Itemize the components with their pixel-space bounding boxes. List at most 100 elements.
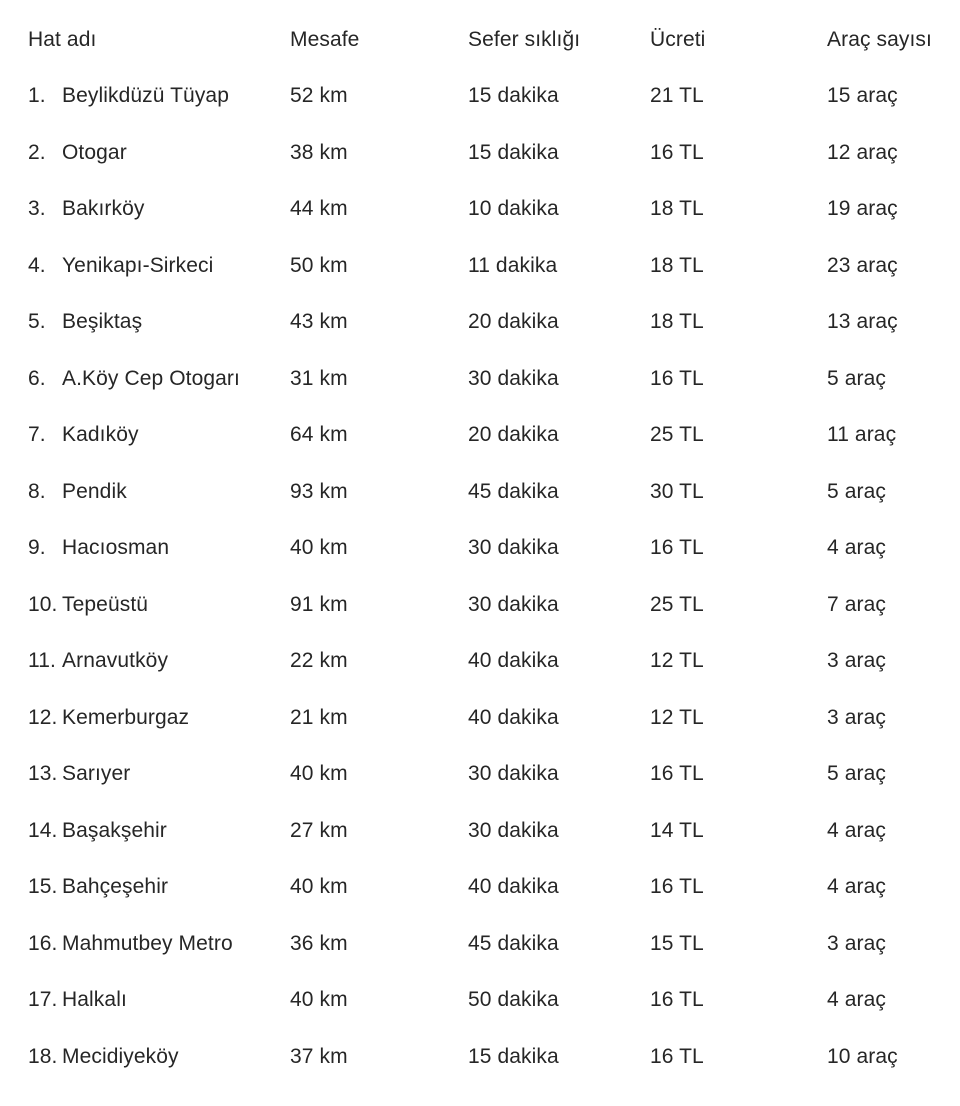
cell-line-name: 10. Tepeüstü xyxy=(28,594,290,615)
cell-vehicle-count: 5 araç xyxy=(827,479,886,503)
line-name: Kadıköy xyxy=(62,423,139,447)
cell-fare: 25 TL xyxy=(650,592,704,616)
row-number: 17. xyxy=(28,988,58,1012)
table-body: 1. Beylikdüzü Tüyap 52 km 15 dakika 21 TL… xyxy=(28,68,960,1085)
cell-line-name: 12. Kemerburgaz xyxy=(28,707,290,728)
table-row: 12. Kemerburgaz 21 km 40 dakika 12 TL 3 a… xyxy=(28,689,960,746)
column-header-line-name: Hat adı xyxy=(28,27,97,51)
cell-fare: 18 TL xyxy=(650,197,704,221)
cell-line-name: 9. Hacıosman xyxy=(28,537,290,558)
cell-distance: 91 km xyxy=(290,592,348,616)
cell-vehicle-count: 5 araç xyxy=(827,762,886,786)
cell-fare: 25 TL xyxy=(650,423,704,447)
column-header-frequency: Sefer sıklığı xyxy=(468,27,581,51)
cell-fare: 30 TL xyxy=(650,479,704,503)
line-name: Beşiktaş xyxy=(62,310,143,334)
table-header-row: Hat adı Mesafe Sefer sıklığı Ücreti Araç… xyxy=(28,11,960,68)
cell-fare: 12 TL xyxy=(650,705,704,729)
cell-line-name: 11. Arnavutköy xyxy=(28,650,290,671)
cell-vehicle-count: 19 araç xyxy=(827,197,898,221)
cell-line-name: 13. Sarıyer xyxy=(28,763,290,784)
row-number: 3. xyxy=(28,197,46,221)
cell-fare: 15 TL xyxy=(650,931,704,955)
cell-frequency: 30 dakika xyxy=(468,536,559,560)
cell-vehicle-count: 4 araç xyxy=(827,875,886,899)
cell-vehicle-count: 5 araç xyxy=(827,366,886,390)
cell-distance: 50 km xyxy=(290,253,348,277)
cell-frequency: 20 dakika xyxy=(468,310,559,334)
cell-distance: 93 km xyxy=(290,479,348,503)
table-row: 11. Arnavutköy 22 km 40 dakika 12 TL 3 ar… xyxy=(28,633,960,690)
row-number: 6. xyxy=(28,366,46,390)
row-number: 18. xyxy=(28,1044,58,1068)
cell-line-name: 14. Başakşehir xyxy=(28,820,290,841)
row-number: 16. xyxy=(28,931,58,955)
line-name: Tepeüstü xyxy=(62,592,149,616)
cell-distance: 64 km xyxy=(290,423,348,447)
line-name: Sarıyer xyxy=(62,762,131,786)
cell-vehicle-count: 13 araç xyxy=(827,310,898,334)
line-name: Pendik xyxy=(62,479,127,503)
line-name: Başakşehir xyxy=(62,818,167,842)
cell-fare: 18 TL xyxy=(650,253,704,277)
cell-fare: 21 TL xyxy=(650,84,704,108)
cell-vehicle-count: 3 araç xyxy=(827,705,886,729)
cell-line-name: 18. Mecidiyeköy xyxy=(28,1046,290,1067)
table-row: 16. Mahmutbey Metro 36 km 45 dakika 15 TL… xyxy=(28,915,960,972)
line-name: Arnavutköy xyxy=(62,649,169,673)
cell-line-name: 15. Bahçeşehir xyxy=(28,876,290,897)
row-number: 1. xyxy=(28,84,46,108)
table-row: 17. Halkalı 40 km 50 dakika 16 TL 4 araç xyxy=(28,972,960,1029)
cell-frequency: 30 dakika xyxy=(468,366,559,390)
table-row: 7. Kadıköy 64 km 20 dakika 25 TL 11 araç xyxy=(28,407,960,464)
cell-vehicle-count: 12 araç xyxy=(827,140,898,164)
cell-distance: 43 km xyxy=(290,310,348,334)
cell-vehicle-count: 3 araç xyxy=(827,931,886,955)
cell-vehicle-count: 15 araç xyxy=(827,84,898,108)
cell-vehicle-count: 4 araç xyxy=(827,818,886,842)
table-row: 5. Beşiktaş 43 km 20 dakika 18 TL 13 araç xyxy=(28,294,960,351)
cell-frequency: 15 dakika xyxy=(468,1044,559,1068)
row-number: 13. xyxy=(28,762,58,786)
cell-distance: 37 km xyxy=(290,1044,348,1068)
cell-frequency: 30 dakika xyxy=(468,818,559,842)
cell-distance: 40 km xyxy=(290,988,348,1012)
cell-frequency: 45 dakika xyxy=(468,479,559,503)
line-name: Otogar xyxy=(62,140,127,164)
row-number: 5. xyxy=(28,310,46,334)
line-name: A.Köy Cep Otogarı xyxy=(62,366,240,390)
table-row: 4. Yenikapı-Sirkeci 50 km 11 dakika 18 TL… xyxy=(28,237,960,294)
cell-vehicle-count: 10 araç xyxy=(827,1044,898,1068)
line-name: Mahmutbey Metro xyxy=(62,931,233,955)
cell-fare: 16 TL xyxy=(650,536,704,560)
cell-frequency: 15 dakika xyxy=(468,140,559,164)
row-number: 7. xyxy=(28,423,46,447)
cell-vehicle-count: 4 araç xyxy=(827,536,886,560)
line-name: Mecidiyeköy xyxy=(62,1044,179,1068)
line-name: Bahçeşehir xyxy=(62,875,169,899)
cell-line-name: 7. Kadıköy xyxy=(28,424,290,445)
cell-line-name: 3. Bakırköy xyxy=(28,198,290,219)
cell-line-name: 16. Mahmutbey Metro xyxy=(28,933,290,954)
table-row: 13. Sarıyer 40 km 30 dakika 16 TL 5 araç xyxy=(28,746,960,803)
row-number: 14. xyxy=(28,818,58,842)
row-number: 8. xyxy=(28,479,46,503)
cell-fare: 18 TL xyxy=(650,310,704,334)
table-row: 10. Tepeüstü 91 km 30 dakika 25 TL 7 araç xyxy=(28,576,960,633)
cell-frequency: 40 dakika xyxy=(468,649,559,673)
cell-frequency: 30 dakika xyxy=(468,592,559,616)
cell-fare: 16 TL xyxy=(650,988,704,1012)
cell-line-name: 8. Pendik xyxy=(28,481,290,502)
table-row: 8. Pendik 93 km 45 dakika 30 TL 5 araç xyxy=(28,463,960,520)
line-name: Beylikdüzü Tüyap xyxy=(62,84,229,108)
table-row: 2. Otogar 38 km 15 dakika 16 TL 12 araç xyxy=(28,124,960,181)
cell-distance: 21 km xyxy=(290,705,348,729)
cell-frequency: 11 dakika xyxy=(468,253,558,277)
column-header-distance: Mesafe xyxy=(290,27,360,51)
row-number: 11. xyxy=(28,649,56,673)
row-number: 12. xyxy=(28,705,58,729)
table-row: 1. Beylikdüzü Tüyap 52 km 15 dakika 21 TL… xyxy=(28,68,960,125)
line-name: Halkalı xyxy=(62,988,127,1012)
cell-vehicle-count: 7 araç xyxy=(827,592,886,616)
